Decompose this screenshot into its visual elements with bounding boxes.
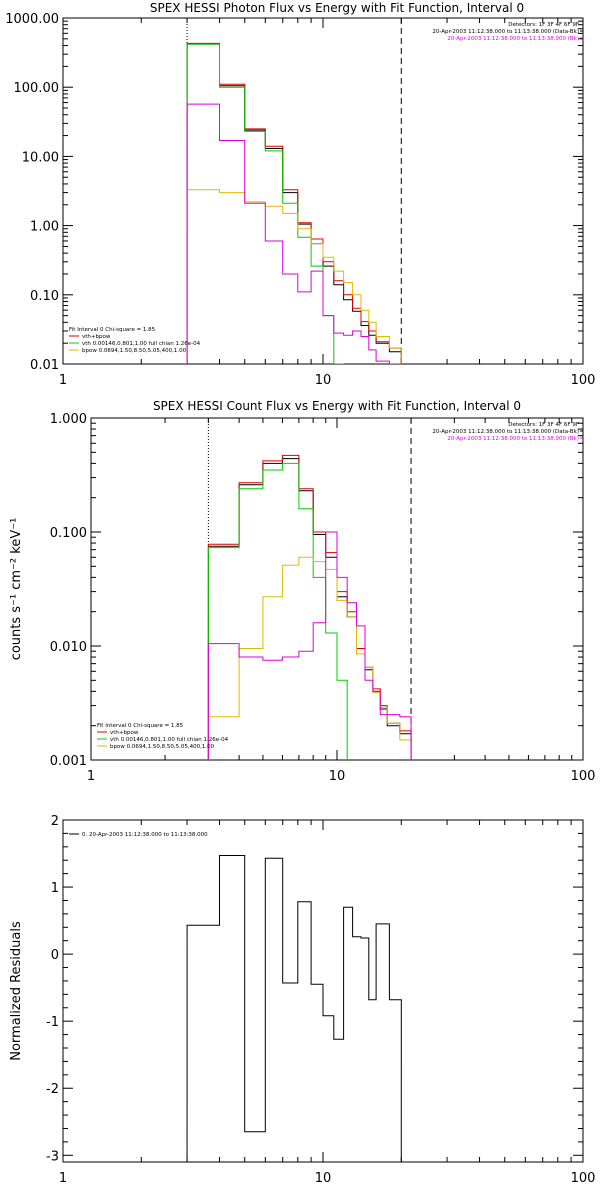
legend-entry: Fit Interval 0 Chi-square = 1.85: [97, 723, 184, 729]
x-tick-label: 100: [571, 373, 596, 388]
series-line: [186, 103, 402, 364]
x-tick-label: 100: [571, 769, 596, 784]
series-group: [207, 454, 412, 760]
legend-entry: vth+bpow: [82, 334, 111, 340]
residuals-panel: 1 10 100 -3 -2 -1 0 1 2 Normalized Residuals 0. 20…: [9, 814, 595, 1186]
y-tick-label: 0.010: [50, 640, 87, 655]
legend-entry: 0. 20-Apr-2003 11:12:38.000 to 11:13:38.…: [82, 832, 208, 838]
y-axis-label: counts s⁻¹ cm⁻² keV⁻¹: [9, 518, 24, 661]
series-line: [207, 458, 412, 760]
series-line: [186, 43, 402, 364]
series-group: [186, 855, 402, 1162]
y-tick-label: 1: [51, 881, 59, 896]
count-panel-title: SPEX HESSI Count Flux vs Energy with Fit…: [153, 399, 521, 413]
header-text: 20-Apr-2003 11:12:38.000 to 11:13:38.000…: [447, 36, 579, 42]
header-text: 20-Apr-2003 11:12:38.000 to 11:13:38.000…: [432, 429, 579, 435]
y-axis-label: Normalized Residuals: [9, 921, 24, 1061]
header-text: 20-Apr-2003 11:12:38.000 to 11:13:38.000…: [447, 436, 579, 442]
y-tick-label: -2: [46, 1082, 59, 1097]
photon-panel-title: SPEX HESSI Photon Flux vs Energy with Fi…: [150, 1, 524, 15]
y-tick-label: 0.10: [30, 289, 59, 304]
y-tick-label: 0: [51, 948, 59, 963]
y-tick-label: -3: [46, 1149, 59, 1164]
series-group: [186, 42, 402, 364]
series-line: [186, 42, 402, 364]
y-tick-label: -1: [46, 1015, 59, 1030]
header-text: Detectors: 1F 3F 4F 6F 9F: [508, 22, 579, 28]
count-flux-panel: SPEX HESSI Count Flux vs Energy with Fit…: [9, 399, 596, 784]
y-tick-label: 1000.00: [5, 12, 59, 27]
y-tick-label: 2: [51, 814, 59, 829]
series-line: [186, 855, 402, 1162]
series-line: [186, 43, 345, 364]
legend-entry: bpow 0.0694,1.50,8.50,5.05,400,1.00: [110, 744, 215, 750]
legend-entry: Fit Interval 0 Chi-square = 1.85: [69, 327, 156, 333]
legend-entry: vth 0.00146,0.801,1.00 full chian 1.26e-…: [110, 737, 229, 743]
x-tick-label: 10: [315, 373, 332, 388]
y-tick-label: 0.01: [30, 358, 59, 373]
legend-entry: bpow 0.0694,1.50,8.50,5.05,400,1.00: [82, 348, 187, 354]
series-line: [186, 189, 402, 364]
y-tick-label: 0.100: [50, 526, 87, 541]
legend-entry: vth 0.00146,0.801,1.00 full chian 1.26e-…: [82, 341, 201, 347]
series-line: [207, 556, 412, 760]
legend-entry: vth+bpow: [110, 730, 139, 736]
x-tick-label: 10: [329, 769, 346, 784]
header-text: Detectors: 1F 3F 4F 6F 9F: [508, 422, 579, 428]
x-tick-label: 10: [315, 1171, 332, 1186]
series-line: [207, 462, 348, 760]
x-tick-label: 1: [59, 1171, 67, 1186]
series-line: [207, 531, 412, 760]
y-tick-label: 1.00: [30, 220, 59, 235]
x-tick-label: 1: [87, 769, 95, 784]
series-line: [207, 454, 412, 760]
header-text: 20-Apr-2003 11:12:38.000 to 11:13:38.000…: [432, 29, 579, 35]
y-tick-label: 0.001: [50, 754, 87, 769]
y-tick-label: 10.00: [22, 150, 59, 165]
x-tick-label: 100: [571, 1171, 596, 1186]
y-tick-label: 1.000: [50, 412, 87, 427]
x-tick-label: 1: [59, 373, 67, 388]
photon-flux-panel: SPEX HESSI Photon Flux vs Energy with Fi…: [5, 1, 596, 388]
y-tick-label: 100.00: [14, 81, 60, 96]
